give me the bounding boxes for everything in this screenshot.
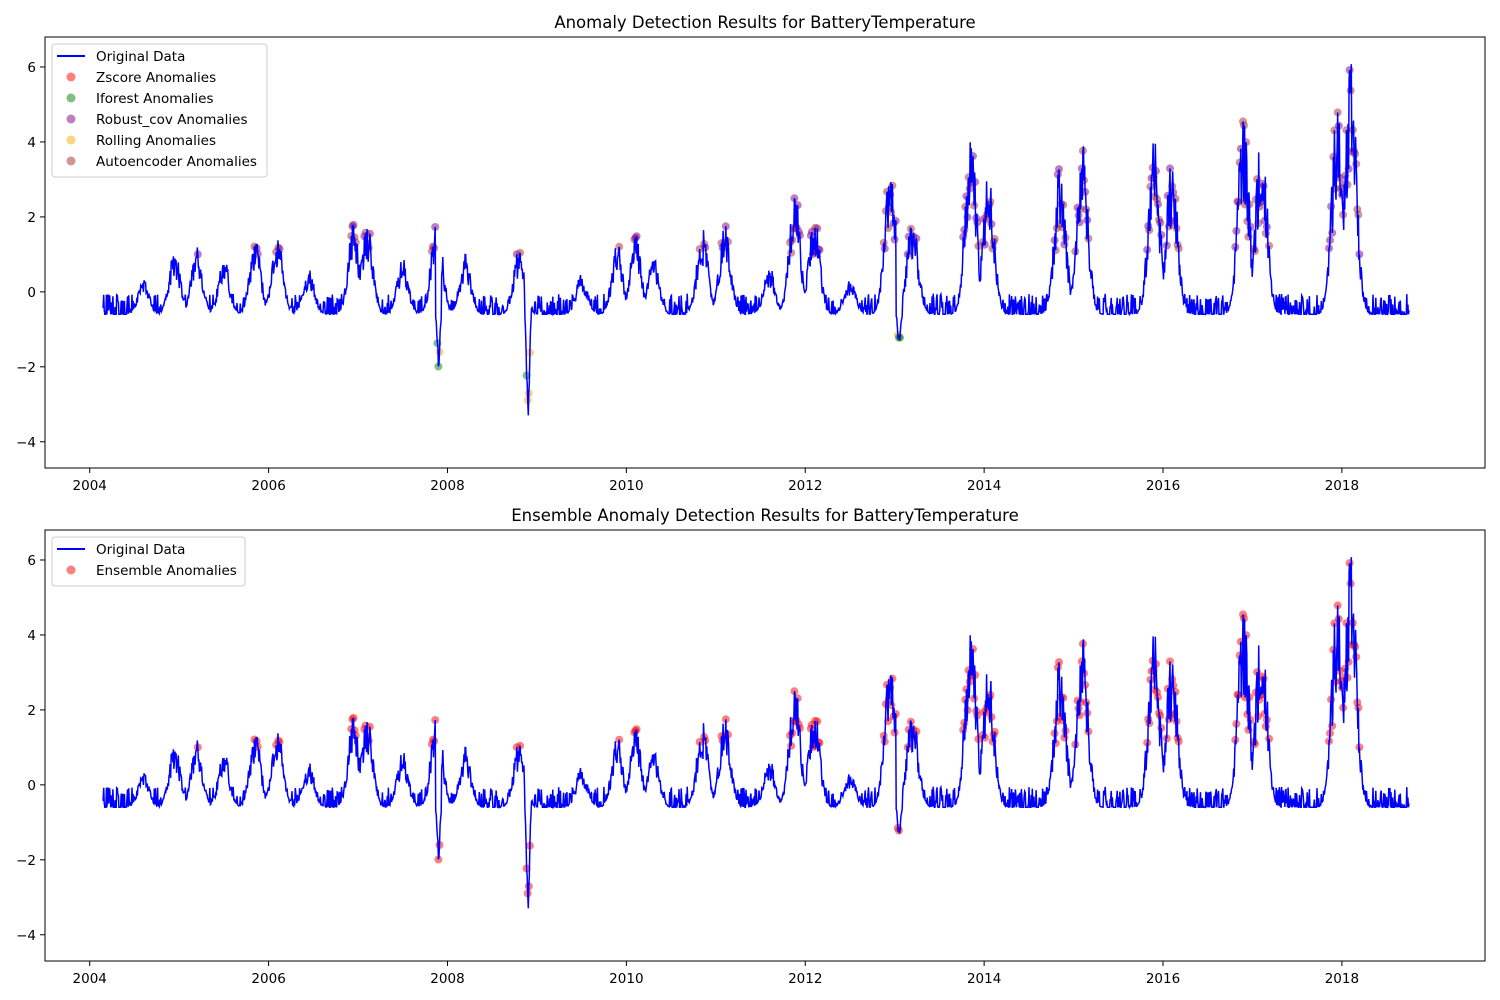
x-tick-label: 2014 xyxy=(967,478,1001,494)
x-tick-label: 2008 xyxy=(430,971,464,987)
legend-entry-label: Zscore Anomalies xyxy=(96,70,216,86)
x-tick-label: 2012 xyxy=(788,478,822,494)
y-tick-label: 4 xyxy=(27,135,36,151)
x-tick-label: 2010 xyxy=(609,478,643,494)
top-chart-title: Anomaly Detection Results for BatteryTem… xyxy=(554,13,975,32)
y-tick-label: 0 xyxy=(27,778,36,794)
y-tick-label: −4 xyxy=(16,435,36,451)
x-tick-label: 2016 xyxy=(1146,478,1180,494)
legend-entry-label: Robust_cov Anomalies xyxy=(96,112,248,128)
legend-entry-label: Original Data xyxy=(96,542,185,558)
x-tick-label: 2014 xyxy=(967,971,1001,987)
legend-box xyxy=(51,536,246,587)
x-tick-label: 2008 xyxy=(430,478,464,494)
x-tick-label: 2006 xyxy=(251,971,285,987)
top-chart-legend: Original Data Zscore Anomalies Iforest Ano… xyxy=(51,43,268,178)
bottom-chart-original-data-line xyxy=(102,557,1410,909)
legend-entry-label: Iforest Anomalies xyxy=(96,91,214,107)
original-data-line xyxy=(102,64,1410,416)
top-chart-original-data-line xyxy=(102,64,1410,416)
legend-entry-label: Rolling Anomalies xyxy=(96,133,216,149)
y-tick-label: 4 xyxy=(27,628,36,644)
bottom-chart: Ensemble Anomaly Detection Results for B… xyxy=(16,506,1486,987)
legend-marker-swatch xyxy=(66,114,76,124)
original-data-line xyxy=(102,557,1410,909)
y-tick-label: 6 xyxy=(27,60,36,76)
y-tick-label: −4 xyxy=(16,928,36,944)
bottom-chart-x-ticks: 2004 2006 2008 2010 2012 2014 2016 2018 xyxy=(73,961,1359,987)
y-tick-label: 6 xyxy=(27,553,36,569)
y-tick-label: −2 xyxy=(16,853,36,869)
y-tick-label: 2 xyxy=(27,210,36,226)
bottom-chart-y-ticks: −4 −2 0 2 4 6 xyxy=(16,553,45,944)
bottom-chart-title: Ensemble Anomaly Detection Results for B… xyxy=(511,506,1019,525)
y-tick-label: −2 xyxy=(16,360,36,376)
x-tick-label: 2018 xyxy=(1325,971,1359,987)
x-tick-label: 2012 xyxy=(788,971,822,987)
legend-entry-label: Original Data xyxy=(96,49,185,65)
legend-entry-label: Ensemble Anomalies xyxy=(96,563,237,579)
top-chart-axes-frame xyxy=(44,36,1486,469)
bottom-chart-axes-frame xyxy=(44,529,1486,962)
legend-marker-swatch xyxy=(66,156,76,166)
bottom-chart-legend: Original Data Ensemble Anomalies xyxy=(51,536,246,587)
x-tick-label: 2016 xyxy=(1146,971,1180,987)
legend-entry-label: Autoencoder Anomalies xyxy=(96,154,257,170)
top-chart-x-ticks: 2004 2006 2008 2010 2012 2014 2016 2018 xyxy=(73,468,1359,494)
legend-marker-swatch xyxy=(66,93,76,103)
x-tick-label: 2010 xyxy=(609,971,643,987)
y-tick-label: 0 xyxy=(27,285,36,301)
legend-marker-swatch xyxy=(66,135,76,145)
y-tick-label: 2 xyxy=(27,703,36,719)
legend-box xyxy=(51,43,268,178)
top-chart-y-ticks: −4 −2 0 2 4 6 xyxy=(16,60,45,451)
x-tick-label: 2006 xyxy=(251,478,285,494)
x-tick-label: 2018 xyxy=(1325,478,1359,494)
legend-marker-swatch xyxy=(66,565,76,575)
x-tick-label: 2004 xyxy=(73,971,107,987)
x-tick-label: 2004 xyxy=(73,478,107,494)
legend-marker-swatch xyxy=(66,72,76,82)
top-chart: Anomaly Detection Results for BatteryTem… xyxy=(16,13,1486,494)
